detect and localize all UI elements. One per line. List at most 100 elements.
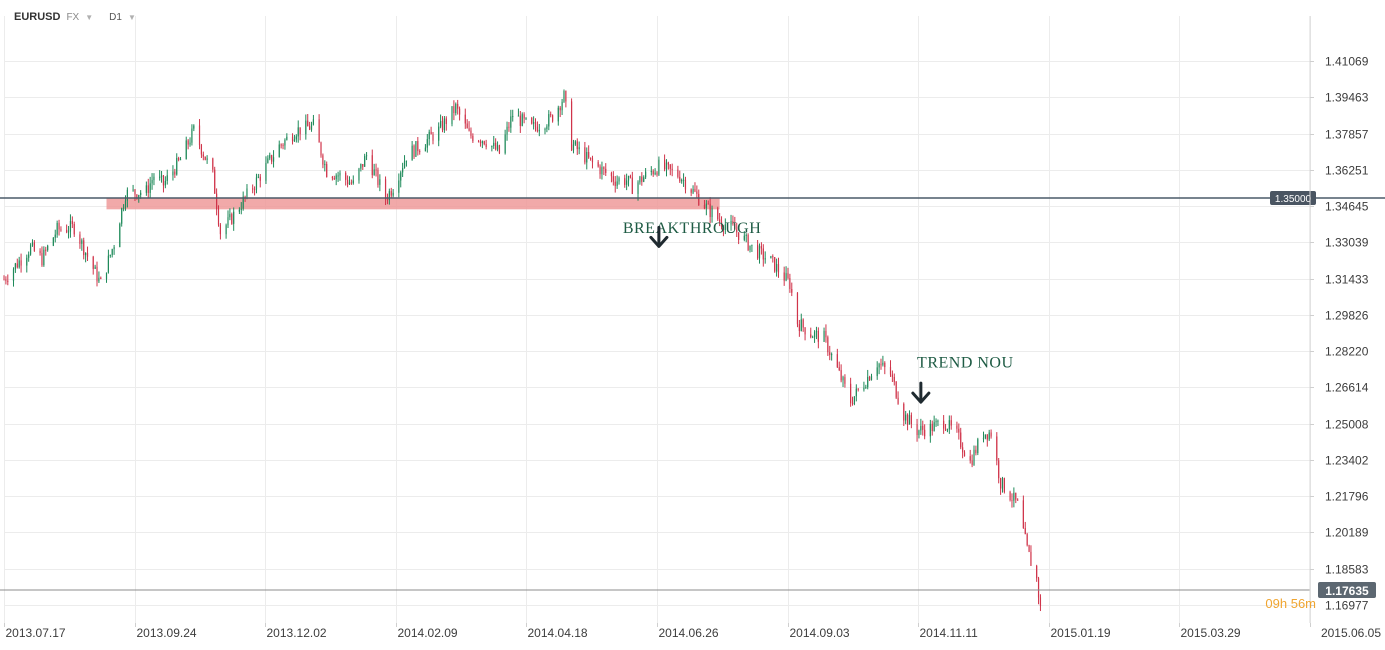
candle (971, 454, 973, 468)
candle-body (185, 140, 187, 160)
candle-body (217, 209, 220, 225)
candle-body (950, 420, 952, 426)
horizontal-line[interactable]: 1.35000 1.17635 (0, 191, 1385, 598)
candle (958, 423, 960, 440)
time-axis[interactable]: 2013.07.17 2013.09.24 2013.12.02 2014.02.09… (4, 623, 1382, 640)
candle-body (551, 115, 554, 122)
candle-body (1003, 478, 1005, 493)
candle-body (100, 277, 102, 279)
market-label[interactable]: FX (66, 11, 80, 23)
candle-body (963, 452, 966, 457)
candle-body (838, 367, 840, 371)
candle (745, 233, 747, 243)
candle-body (415, 141, 417, 157)
candle (982, 431, 985, 443)
candle (517, 108, 520, 117)
candle (346, 175, 349, 188)
candle (823, 327, 825, 342)
candle (977, 437, 979, 456)
candle-body (572, 144, 575, 151)
candle-body (375, 169, 377, 171)
y-tick-label: 1.41069 (1325, 55, 1369, 69)
candle-body (309, 126, 311, 130)
candle-body (565, 91, 567, 102)
candle-body (796, 292, 799, 325)
candle-body (1028, 545, 1030, 552)
candle-body (956, 425, 958, 429)
candle (470, 127, 472, 139)
candle (58, 219, 60, 236)
candle-body (204, 156, 206, 160)
candle (1028, 544, 1030, 553)
candle (451, 106, 453, 127)
candle-body (312, 119, 315, 125)
candle-body (69, 221, 72, 232)
candle-body (164, 180, 166, 186)
candle-body (802, 319, 804, 328)
candle-body (81, 240, 83, 244)
candle (14, 262, 16, 273)
candle-body (576, 141, 578, 150)
candle (122, 204, 125, 212)
candle-body (159, 176, 161, 178)
candle-body (720, 221, 723, 228)
candle-body (836, 354, 838, 368)
timeframe-label[interactable]: D1 (109, 11, 122, 23)
candle-body (870, 376, 873, 381)
candle (1001, 476, 1004, 493)
candle (419, 149, 421, 155)
candle (402, 162, 404, 177)
candle-body (681, 179, 683, 182)
candle-body (377, 169, 379, 185)
candle-body (373, 169, 375, 176)
candle-body (813, 332, 816, 338)
candle-body (743, 235, 745, 240)
candle-body (857, 388, 859, 390)
symbol-label[interactable]: EURUSD (14, 11, 61, 23)
candle-body (39, 250, 41, 254)
candle-body (624, 178, 626, 185)
candle-body (589, 157, 592, 159)
candle (956, 421, 958, 433)
candle (747, 233, 749, 252)
candle-body (749, 245, 751, 250)
candle (358, 167, 360, 184)
candle-body (937, 420, 939, 422)
candle (855, 384, 857, 402)
candle-body (227, 217, 229, 226)
candle-body (751, 244, 753, 246)
candle-body (789, 278, 791, 289)
candle-body (546, 126, 548, 130)
candle-body (544, 129, 546, 131)
candle (238, 207, 240, 215)
price-axis[interactable]: 1.41069 1.39463 1.37857 1.36251 1.34645 1.330… (1309, 16, 1369, 623)
x-tick-label: 2014.02.09 (398, 626, 458, 640)
candle-body (671, 168, 673, 170)
x-tick-label: 2015.06.05 (1321, 626, 1381, 640)
candle-body (45, 249, 47, 251)
candle-body (413, 145, 415, 157)
candle-body (1026, 534, 1028, 546)
timeframe-dropdown-icon[interactable]: ▼ (127, 12, 136, 22)
x-tick-label: 2014.04.18 (528, 626, 588, 640)
chart-toolbar: EURUSD FX ▼ D1 ▼ (0, 0, 1310, 34)
y-tick-label: 1.34645 (1325, 200, 1369, 214)
candle (804, 327, 806, 341)
candle (259, 173, 261, 188)
candle-body (233, 211, 235, 224)
candle (386, 193, 389, 205)
candle-body (18, 260, 20, 268)
candle-body (703, 204, 706, 209)
candle-body (495, 142, 497, 150)
candle (643, 175, 645, 183)
candle-body (960, 432, 962, 448)
candle (813, 330, 816, 343)
candle (428, 129, 430, 146)
candle (665, 159, 668, 177)
candle (477, 139, 480, 143)
candle-body (988, 432, 990, 440)
candle (869, 375, 871, 382)
market-dropdown-icon[interactable]: ▼ (85, 12, 94, 22)
candle (1003, 477, 1005, 494)
